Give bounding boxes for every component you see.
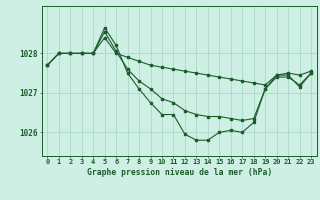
X-axis label: Graphe pression niveau de la mer (hPa): Graphe pression niveau de la mer (hPa): [87, 168, 272, 177]
